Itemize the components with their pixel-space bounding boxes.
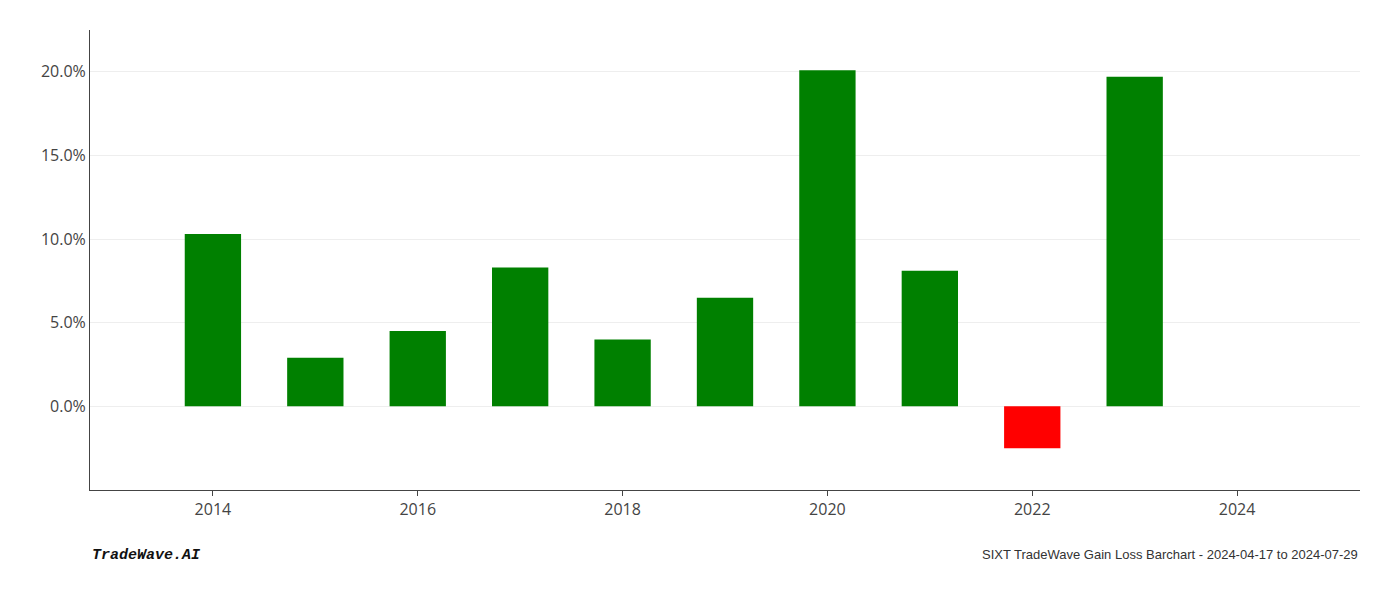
svg-text:2018: 2018 (604, 498, 641, 520)
svg-text:TradeWave.AI: TradeWave.AI (92, 547, 201, 564)
svg-text:2016: 2016 (399, 498, 436, 520)
svg-text:2020: 2020 (809, 498, 846, 520)
svg-text:2022: 2022 (1014, 498, 1051, 520)
svg-text:5.0%: 5.0% (50, 311, 86, 333)
svg-text:15.0%: 15.0% (41, 144, 86, 166)
svg-text:20.0%: 20.0% (41, 60, 86, 82)
svg-text:SIXT TradeWave Gain Loss Barch: SIXT TradeWave Gain Loss Barchart - 2024… (982, 547, 1358, 562)
svg-text:2024: 2024 (1219, 498, 1256, 520)
svg-text:2014: 2014 (195, 498, 232, 520)
svg-text:0.0%: 0.0% (50, 395, 86, 417)
svg-text:10.0%: 10.0% (41, 228, 86, 250)
